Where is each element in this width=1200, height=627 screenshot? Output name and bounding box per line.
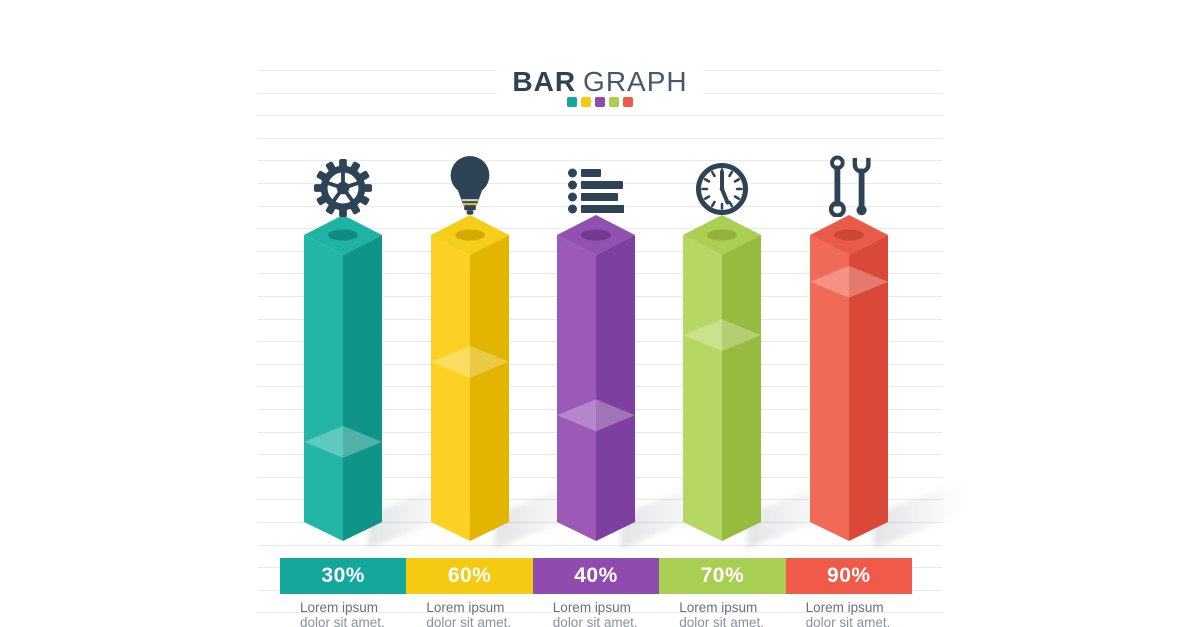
bar-column-5 [809,215,888,541]
bar-column-2 [430,215,509,541]
caption: Lorem ipsum dolor sit amet, [300,600,410,627]
caption: Lorem ipsum dolor sit amet, [426,600,536,627]
caption-line-2: dolor sit amet, [679,615,764,627]
ruled-line [258,160,942,162]
level-diamond [683,319,762,352]
clock-icon [689,151,755,217]
percent-badge: 90% [785,558,912,594]
level-diamond [304,425,383,458]
palette-dot [623,97,633,107]
palette-dot [595,97,605,107]
bar-column-1 [304,215,383,541]
bar-column-3 [557,215,635,541]
palette-dot [609,97,619,107]
level-diamond [809,265,888,298]
caption: Lorem ipsum dolor sit amet, [553,600,663,627]
ruled-line [258,115,942,117]
column-top-shadow [454,229,485,241]
ruled-line [258,137,942,139]
percent-badge: 60% [406,558,533,594]
caption-line-1: Lorem ipsum [805,600,884,615]
level-diamond [430,345,509,378]
caption: Lorem ipsum dolor sit amet, [679,600,789,627]
list-icon [563,151,629,217]
percent-badge: 70% [659,558,786,594]
percent-value: 90% [827,564,871,587]
chart-title: BAR GRAPH [496,66,704,98]
gear-icon [314,159,373,217]
caption-line-2: dolor sit amet, [552,615,638,627]
column-top-shadow [328,229,359,241]
caption-line-2: dolor sit amet, [300,615,385,627]
caption: Lorem ipsum dolor sit amet, [806,600,916,627]
caption-line-2: dolor sit amet, [426,615,512,627]
percent-value: 70% [700,564,745,587]
wrench-icon [816,151,882,217]
percent-badge: 30% [280,558,407,594]
ruled-line [258,612,942,614]
caption-line-1: Lorem ipsum [300,600,379,615]
palette-dots [561,97,639,107]
percent-value: 40% [574,564,618,587]
caption-line-1: Lorem ipsum [679,600,758,615]
level-diamond [557,399,635,432]
wrench-icon [828,155,871,217]
percent-value: 30% [321,564,365,587]
caption-line-2: dolor sit amet, [805,615,891,627]
lightbulb-icon [437,151,503,217]
clock-icon [696,163,749,215]
caption-line-1: Lorem ipsum [552,600,631,615]
ruled-line [258,544,942,546]
chart-title-bold: BAR [512,66,577,97]
list-icon [568,168,624,214]
lightbulb-icon [450,155,489,215]
column-top-shadow [833,229,864,241]
palette-dot [567,97,577,107]
column-top-shadow [707,229,738,241]
bar-column-4 [683,215,762,541]
percent-badge: 40% [532,558,660,594]
caption-line-1: Lorem ipsum [426,600,505,615]
percent-value: 60% [447,564,492,587]
palette-dot [581,97,591,107]
chart-title-light: GRAPH [583,66,688,97]
column-top-shadow [581,229,611,241]
gear-icon [310,151,376,217]
